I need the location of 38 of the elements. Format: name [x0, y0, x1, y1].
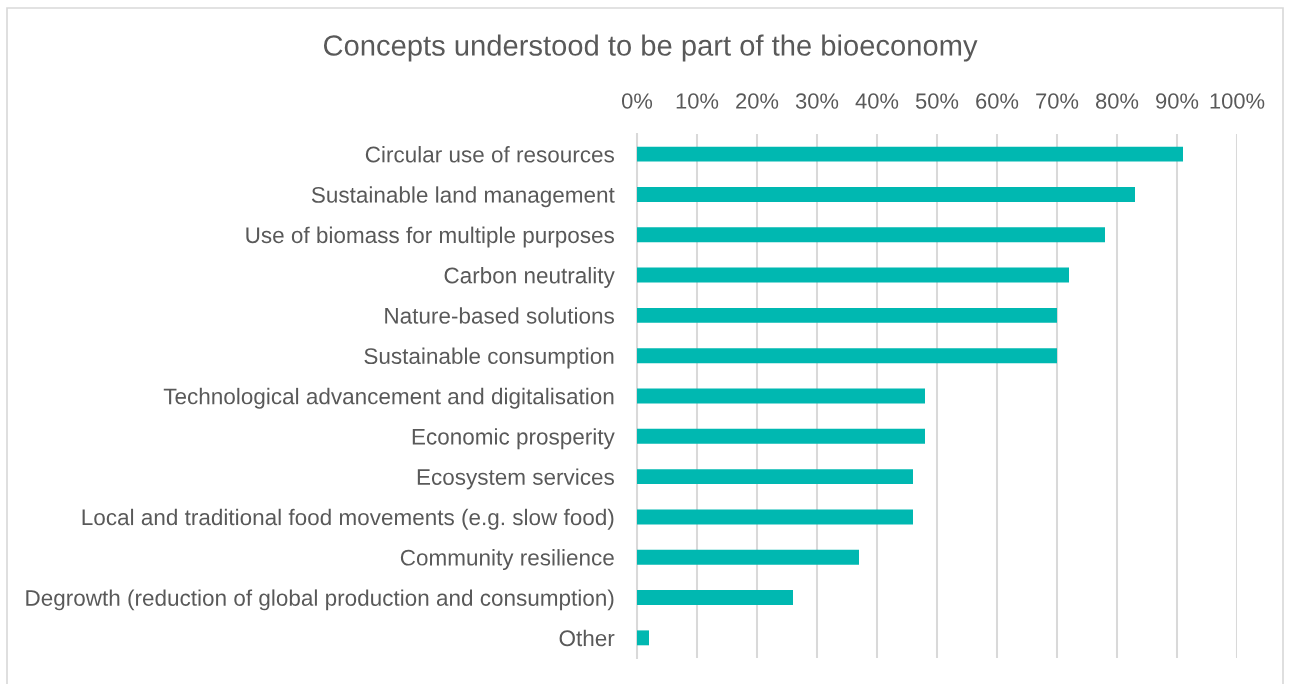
bar — [637, 630, 649, 646]
x-tick-label: 80% — [1095, 93, 1139, 109]
y-tick-label: Other — [559, 629, 615, 647]
bar — [637, 549, 859, 565]
bar — [637, 348, 1057, 364]
x-tick-label: 30% — [795, 93, 839, 109]
y-tick-label: Circular use of resources — [365, 146, 614, 163]
x-tick-label: 40% — [855, 93, 899, 109]
y-tick-label: Community resilience — [400, 549, 614, 571]
x-tick-label: 10% — [676, 93, 719, 109]
bar — [637, 307, 1057, 323]
bar — [637, 187, 1135, 202]
chart-title: Concepts understood to be part of the bioeconomy — [323, 34, 978, 62]
bar — [637, 590, 793, 605]
bar — [637, 146, 1183, 162]
bar — [637, 469, 913, 485]
x-tick-label: 50% — [915, 93, 959, 109]
y-tick-label: Sustainable land management — [311, 186, 615, 208]
y-tick-label: Local and traditional food movements (e.g. slow food) — [82, 508, 614, 530]
bar — [637, 227, 1105, 243]
bar — [637, 428, 925, 444]
y-tick-label: Carbon neutrality — [444, 266, 615, 288]
bar — [637, 267, 1069, 283]
x-tick-label: 100% — [1210, 93, 1265, 109]
y-tick-label: Use of biomass for multiple purposes — [246, 226, 614, 248]
y-tick-label: Nature-based solutions — [385, 307, 614, 324]
x-tick-label: 70% — [1036, 93, 1079, 109]
y-tick-label: Sustainable consumption — [364, 347, 614, 369]
bar — [637, 509, 913, 525]
x-tick-label: 20% — [736, 93, 779, 109]
y-tick-label: Ecosystem services — [417, 468, 614, 490]
x-tick-label: 90% — [1156, 93, 1199, 109]
x-tick-label: 0% — [622, 93, 653, 109]
y-tick-label: Economic prosperity — [412, 428, 615, 450]
bar — [637, 388, 925, 404]
y-tick-label: Degrowth (reduction of global production and consumption) — [26, 589, 614, 611]
x-tick-label: 60% — [976, 93, 1019, 109]
y-tick-label: Technological advancement and digitalisation — [163, 387, 614, 409]
